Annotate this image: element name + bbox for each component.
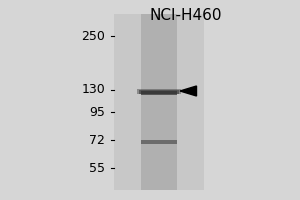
Text: 55: 55	[89, 162, 105, 174]
FancyBboxPatch shape	[114, 14, 204, 190]
Text: 72: 72	[89, 134, 105, 146]
FancyBboxPatch shape	[137, 89, 181, 94]
Text: 130: 130	[81, 83, 105, 96]
Text: NCI-H460: NCI-H460	[150, 8, 222, 23]
Text: 250: 250	[81, 29, 105, 43]
Text: 95: 95	[89, 106, 105, 118]
FancyBboxPatch shape	[139, 90, 179, 94]
Polygon shape	[180, 86, 196, 96]
FancyBboxPatch shape	[141, 140, 177, 144]
FancyBboxPatch shape	[141, 91, 177, 95]
FancyBboxPatch shape	[141, 14, 177, 190]
